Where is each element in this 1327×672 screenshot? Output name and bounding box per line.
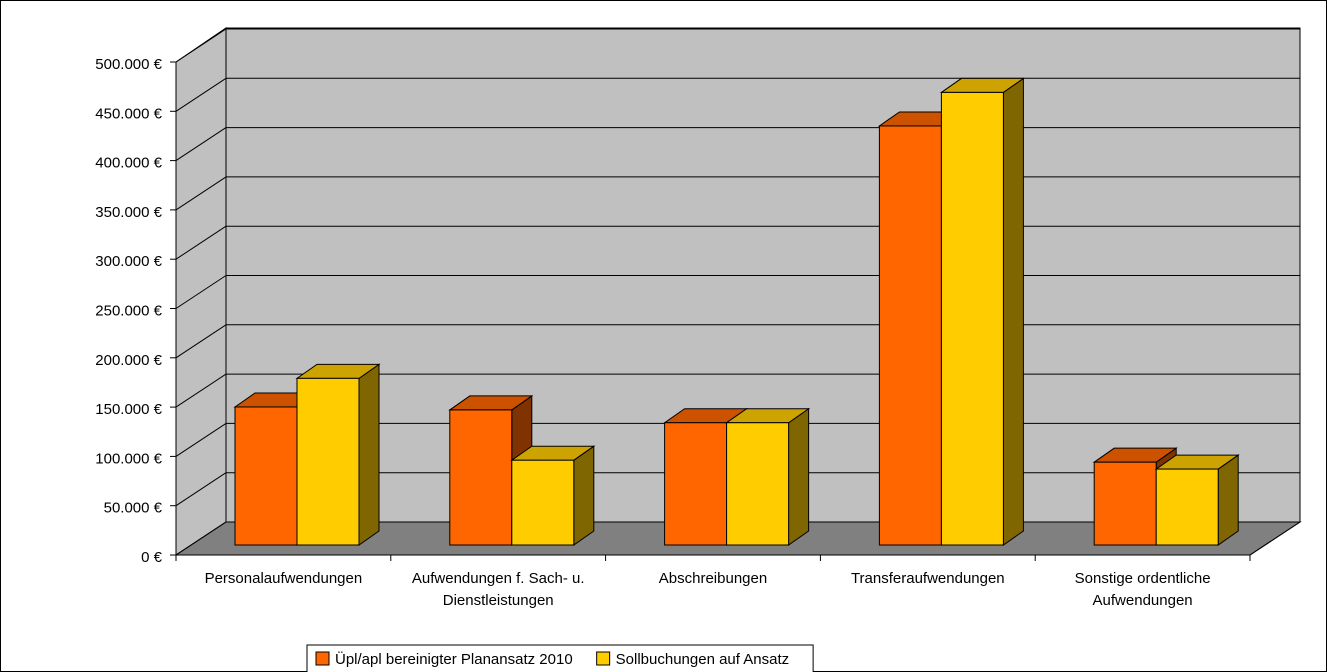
bar-side — [788, 407, 810, 546]
bar-front — [449, 409, 513, 546]
x-tick-label-line: Aufwendungen f. Sach- u. — [412, 570, 585, 587]
bar-front — [511, 459, 575, 546]
bar-side — [573, 445, 595, 546]
grid-line — [175, 225, 227, 260]
x-tick-label: Transferaufwendungen — [851, 570, 1005, 587]
x-axis-depth — [1249, 521, 1301, 556]
x-tick-label-line: Aufwendungen — [1093, 592, 1193, 609]
x-tick-label-line: Sonstige ordentliche — [1075, 570, 1211, 587]
bar — [295, 363, 381, 546]
grid-line — [175, 324, 227, 359]
x-tick-label: Aufwendungen f. Sach- u. Dienstleistungen — [412, 570, 585, 609]
legend-swatch — [596, 651, 611, 666]
y-tick-label: 100.000 € — [95, 450, 162, 467]
y-tick-label: 350.000 € — [95, 204, 162, 221]
bar — [725, 407, 811, 546]
grid-line — [175, 373, 227, 408]
bar-front — [878, 125, 942, 546]
y-tick-label: 400.000 € — [95, 155, 162, 172]
legend-swatch — [315, 651, 330, 666]
bar-side — [358, 363, 380, 546]
grid-line — [175, 28, 227, 63]
y-tick-label: 150.000 € — [95, 401, 162, 418]
grid-line — [175, 77, 227, 112]
y-tick-label: 0 € — [141, 549, 163, 566]
y-tick-label: 50.000 € — [104, 500, 163, 517]
y-tick-label: 500.000 € — [95, 56, 162, 73]
bar-front — [1155, 468, 1219, 546]
bar-front — [234, 406, 298, 546]
bar-side — [1002, 77, 1024, 546]
bar — [510, 445, 596, 546]
legend-label: Üpl/apl bereinigter Planansatz 2010 — [335, 650, 573, 668]
legend-label: Sollbuchungen auf Ansatz — [616, 651, 789, 668]
legend-box — [306, 644, 814, 672]
bar — [939, 77, 1025, 546]
x-tick-label: Sonstige ordentliche Aufwendungen — [1075, 570, 1211, 609]
grid-line — [175, 472, 227, 507]
bar — [1154, 454, 1240, 546]
bar-front — [664, 422, 728, 546]
grid-line — [175, 521, 227, 556]
grid-line — [175, 127, 227, 162]
grid-line — [175, 422, 227, 457]
bar-front — [296, 377, 360, 546]
y-tick-label: 250.000 € — [95, 302, 162, 319]
bar-front — [1093, 461, 1157, 546]
bar-side — [1217, 454, 1239, 546]
x-tick-label-line: Dienstleistungen — [443, 592, 554, 609]
grid-line — [175, 275, 227, 309]
y-tick-label: 200.000 € — [95, 352, 162, 369]
bar-front — [940, 91, 1004, 546]
y-tick-label: 450.000 € — [95, 105, 162, 122]
bar-front — [726, 422, 790, 546]
y-tick-label: 300.000 € — [95, 253, 162, 270]
x-tick-label: Personalaufwendungen — [205, 570, 363, 587]
x-tick-label: Abschreibungen — [659, 570, 767, 587]
legend: Üpl/apl bereinigter Planansatz 2010 Sollb… — [306, 644, 814, 672]
grid-line — [175, 176, 227, 211]
